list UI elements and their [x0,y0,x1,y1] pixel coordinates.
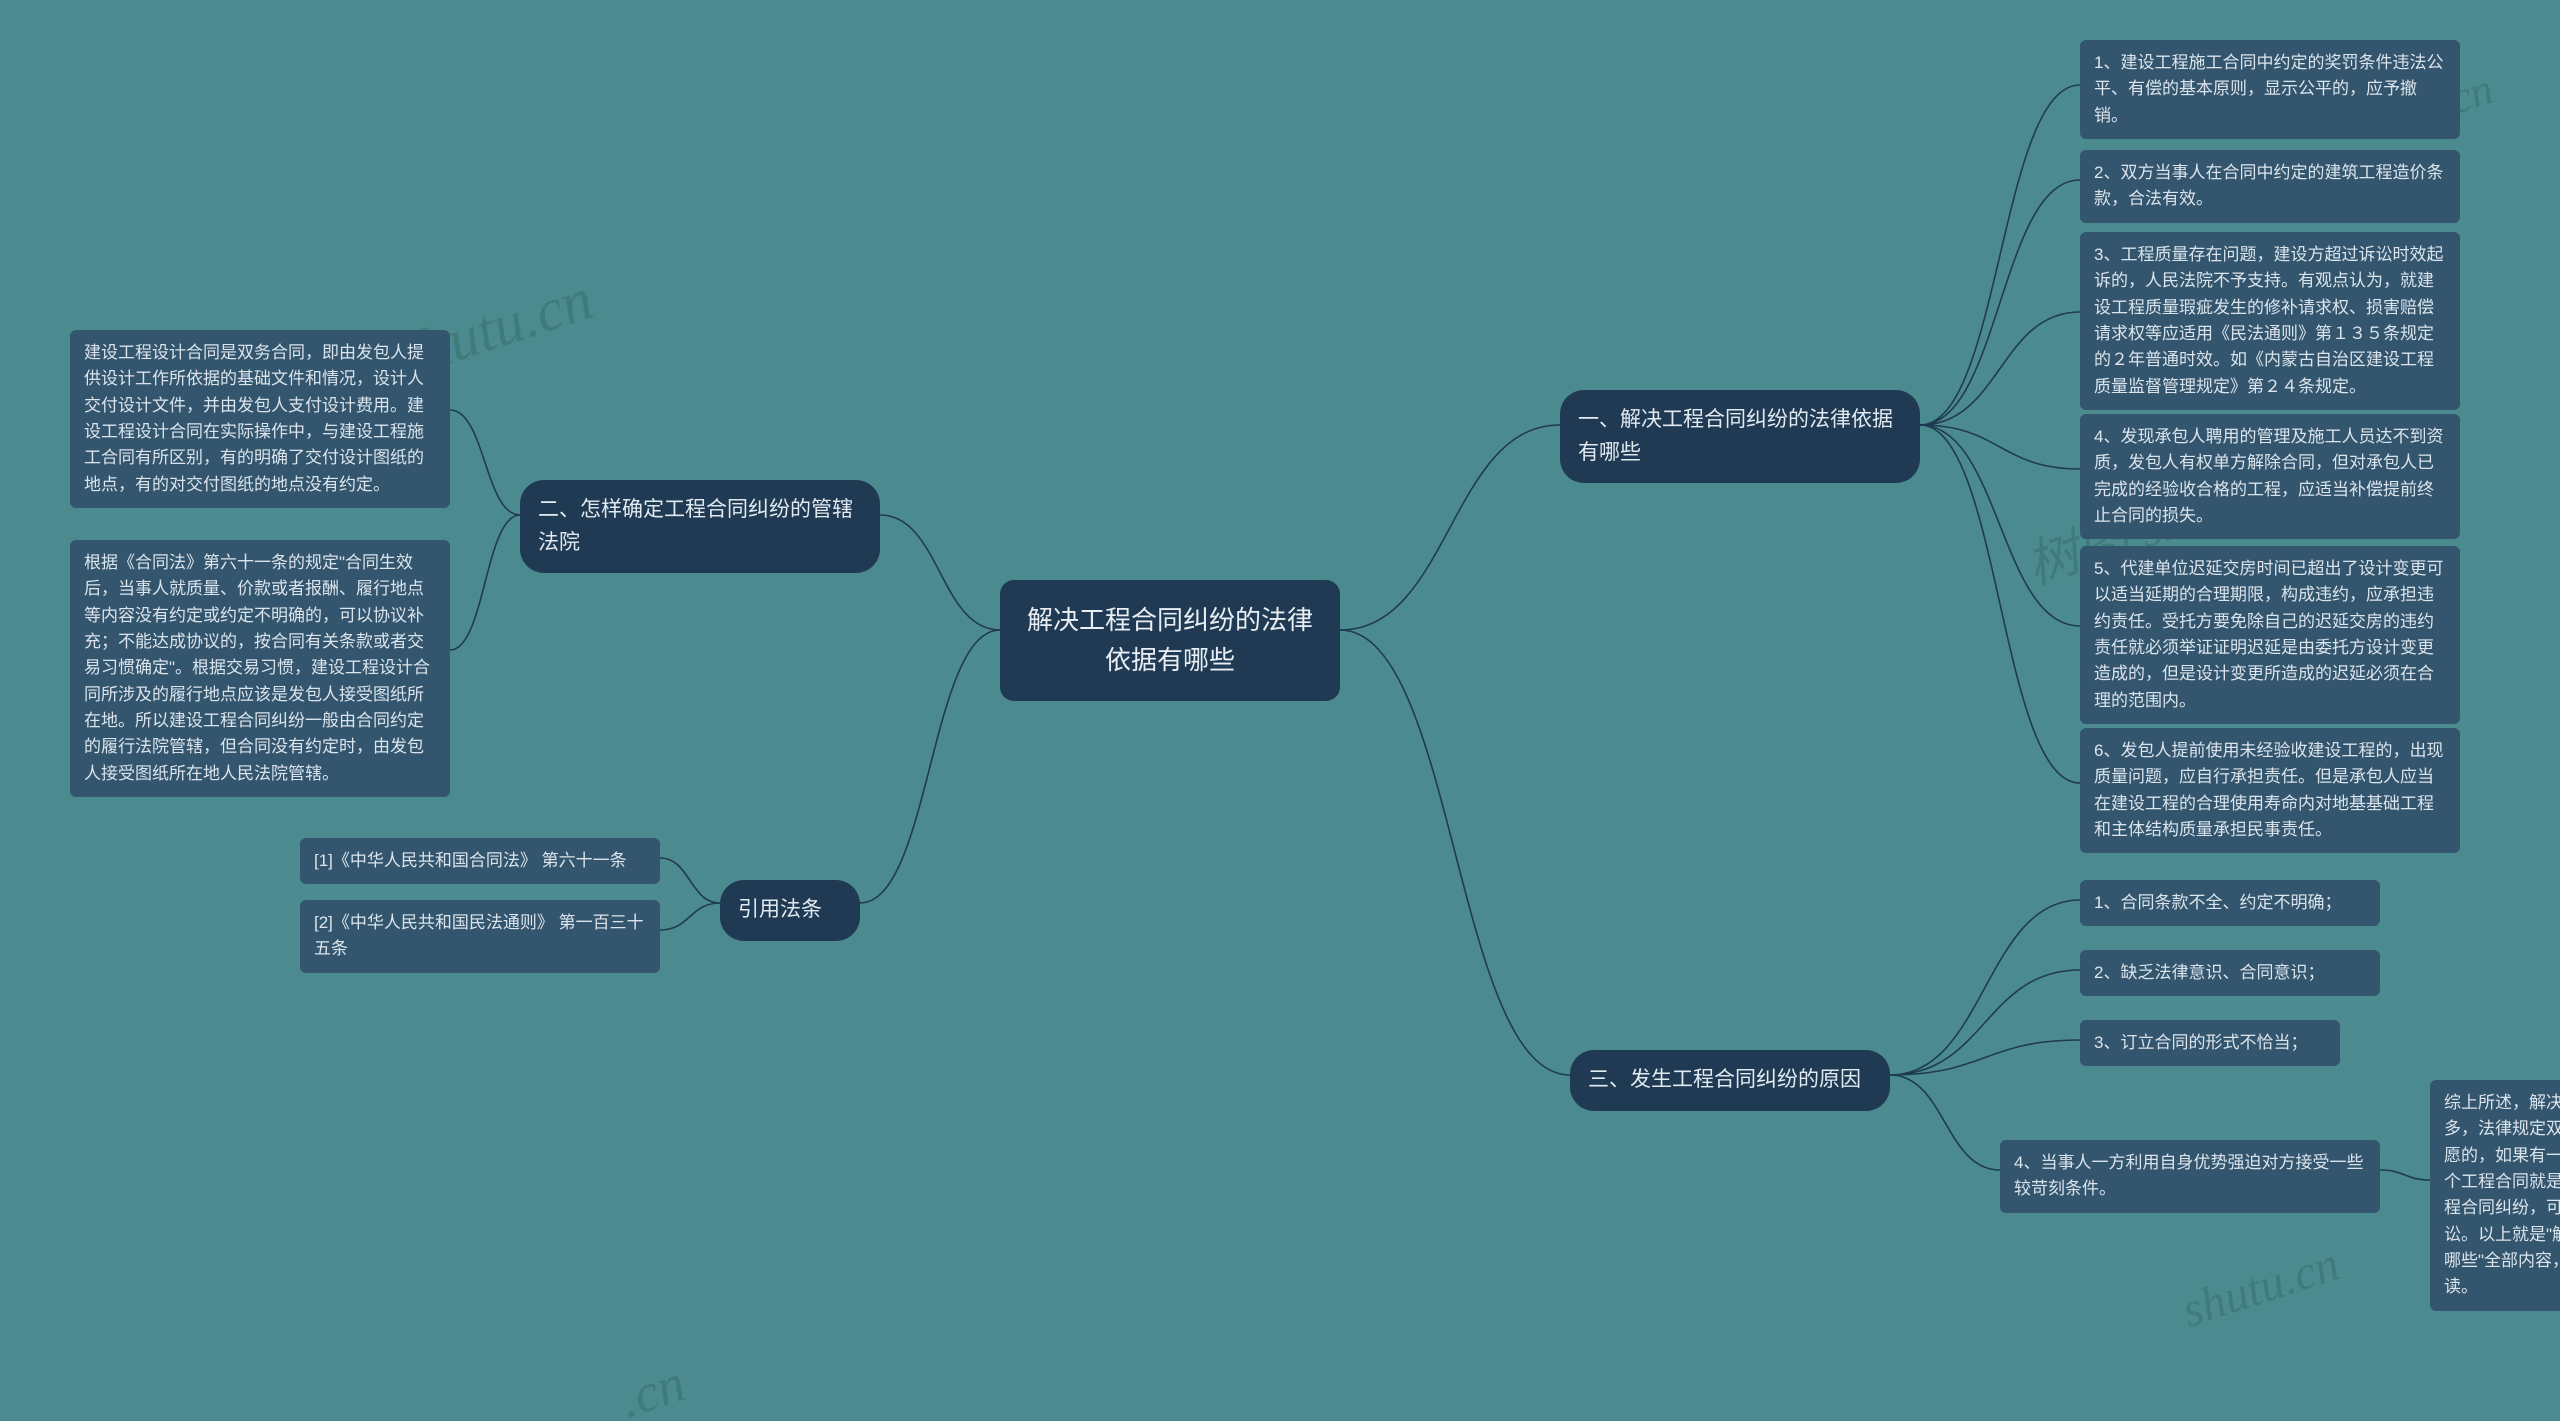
leaf-text: 1、建设工程施工合同中约定的奖罚条件违法公平、有偿的基本原则，显示公平的，应予撤… [2094,53,2443,125]
leaf-text: 5、代建单位迟延交房时间已超出了设计变更可以适当延期的合理期限，构成违约，应承担… [2094,559,2443,710]
watermark: shutu.cn [2175,1236,2345,1338]
mindmap-leaf: 4、发现承包人聘用的管理及施工人员达不到资质，发包人有权单方解除合同，但对承包人… [2080,414,2460,539]
leaf-text: 建设工程设计合同是双务合同，即由发包人提供设计工作所依据的基础文件和情况，设计人… [84,343,424,494]
mindmap-branch: 二、怎样确定工程合同纠纷的管辖法院 [520,480,880,573]
branch-label: 三、发生工程合同纠纷的原因 [1588,1068,1861,1091]
mindmap-leaf: 根据《合同法》第六十一条的规定"合同生效后，当事人就质量、价款或者报酬、履行地点… [70,540,450,797]
leaf-text: 2、双方当事人在合同中约定的建筑工程造价条款，合法有效。 [2094,163,2443,208]
mindmap-leaf: 5、代建单位迟延交房时间已超出了设计变更可以适当延期的合理期限，构成违约，应承担… [2080,546,2460,724]
branch-label: 二、怎样确定工程合同纠纷的管辖法院 [538,498,853,554]
mindmap-leaf: [2]《中华人民共和国民法通则》 第一百三十五条 [300,900,660,973]
mindmap-leaf: 2、缺乏法律意识、合同意识； [2080,950,2380,996]
leaf-text: 4、当事人一方利用自身优势强迫对方接受一些较苛刻条件。 [2014,1153,2363,1198]
mindmap-leaf: 建设工程设计合同是双务合同，即由发包人提供设计工作所依据的基础文件和情况，设计人… [70,330,450,508]
mindmap-branch: 引用法条 [720,880,860,941]
mindmap-leaf: 3、工程质量存在问题，建设方超过诉讼时效起诉的，人民法院不予支持。有观点认为，就… [2080,232,2460,410]
mindmap-leaf: 3、订立合同的形式不恰当； [2080,1020,2340,1066]
mindmap-leaf: 1、合同条款不全、约定不明确； [2080,880,2380,926]
mindmap-leaf: 1、建设工程施工合同中约定的奖罚条件违法公平、有偿的基本原则，显示公平的，应予撤… [2080,40,2460,139]
mindmap-leaf: 2、双方当事人在合同中约定的建筑工程造价条款，合法有效。 [2080,150,2460,223]
mindmap-leaf: 4、当事人一方利用自身优势强迫对方接受一些较苛刻条件。 [2000,1140,2380,1213]
leaf-text: 2、缺乏法律意识、合同意识； [2094,963,2324,982]
branch-label: 一、解决工程合同纠纷的法律依据有哪些 [1578,408,1893,464]
root-text: 解决工程合同纠纷的法律依据有哪些 [1027,605,1313,675]
leaf-text: 3、工程质量存在问题，建设方超过诉讼时效起诉的，人民法院不予支持。有观点认为，就… [2094,245,2443,396]
leaf-text: [1]《中华人民共和国合同法》 第六十一条 [314,851,627,870]
mindmap-branch: 三、发生工程合同纠纷的原因 [1570,1050,1890,1111]
leaf-text: 根据《合同法》第六十一条的规定"合同生效后，当事人就质量、价款或者报酬、履行地点… [84,553,430,783]
mindmap-leaf: [1]《中华人民共和国合同法》 第六十一条 [300,838,660,884]
leaf-text: [2]《中华人民共和国民法通则》 第一百三十五条 [314,913,644,958]
mindmap-leaf: 综上所述，解决工程合同纠纷的法律依据有很多，法律规定双方在制定工程合同时必须是自… [2430,1080,2560,1311]
mindmap-leaf: 6、发包人提前使用未经验收建设工程的，出现质量问题，应自行承担责任。但是承包人应… [2080,728,2460,853]
leaf-text: 1、合同条款不全、约定不明确； [2094,893,2341,912]
branch-label: 引用法条 [738,898,822,921]
leaf-text: 4、发现承包人聘用的管理及施工人员达不到资质，发包人有权单方解除合同，但对承包人… [2094,427,2443,525]
watermark: .cn [612,1352,692,1421]
mindmap-root: 解决工程合同纠纷的法律依据有哪些 [1000,580,1340,701]
mindmap-branch: 一、解决工程合同纠纷的法律依据有哪些 [1560,390,1920,483]
leaf-text: 6、发包人提前使用未经验收建设工程的，出现质量问题，应自行承担责任。但是承包人应… [2094,741,2443,839]
leaf-text: 综上所述，解决工程合同纠纷的法律依据有很多，法律规定双方在制定工程合同时必须是自… [2444,1093,2560,1296]
leaf-text: 3、订立合同的形式不恰当； [2094,1033,2307,1052]
